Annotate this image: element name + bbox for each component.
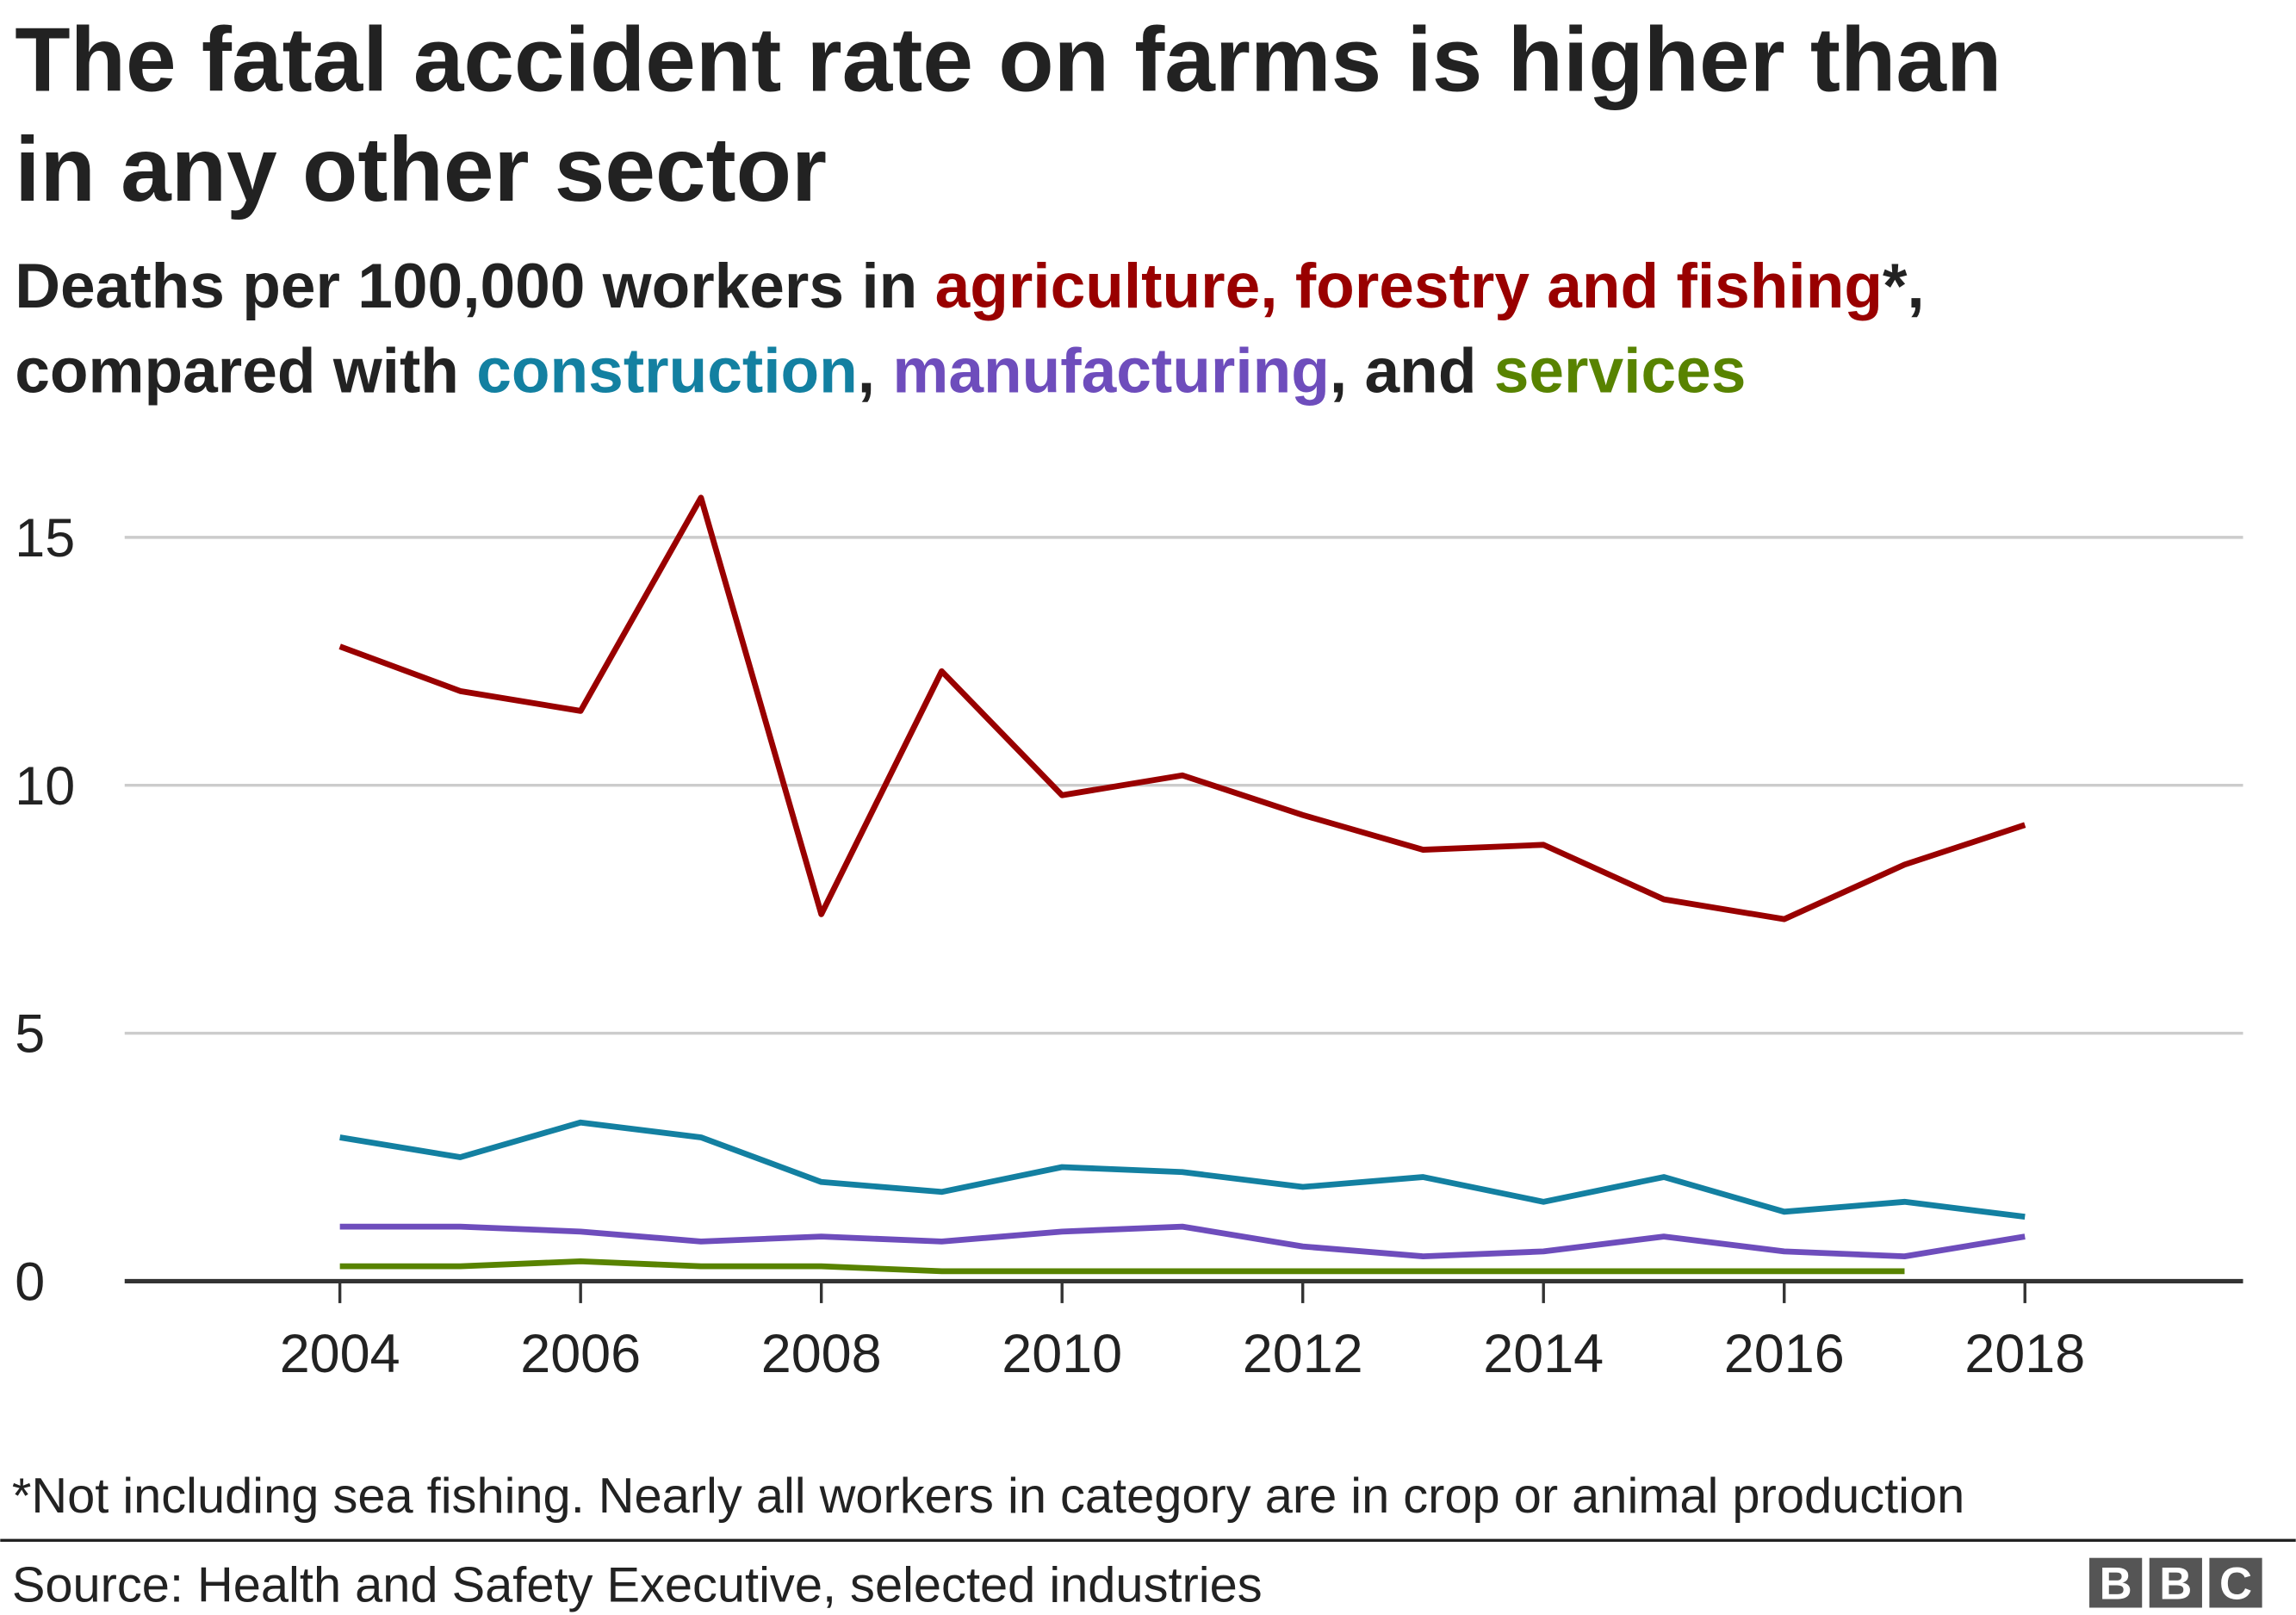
legend-agri: agriculture, forestry and fishing xyxy=(935,252,1883,321)
x-tick-label: 2008 xyxy=(761,1324,882,1384)
y-tick-label: 15 xyxy=(15,508,75,568)
subtitle-comma: , xyxy=(858,337,893,407)
svg-text:B: B xyxy=(2159,1558,2192,1609)
plot-area: 0 5 10 15 2004 2006 2008 2010 2012 2014 2016 2018 xyxy=(15,494,2243,1384)
y-tick-label: 5 xyxy=(15,1004,45,1065)
bbc-logo: B B C xyxy=(2089,1557,2262,1609)
series-line-services xyxy=(339,1258,1905,1275)
subtitle-line1: Deaths per 100,000 workers in agricultur… xyxy=(15,252,1924,321)
svg-text:B: B xyxy=(2100,1558,2132,1609)
legend-construction: construction xyxy=(476,337,858,407)
y-tick-label: 0 xyxy=(15,1252,45,1313)
series-line-agriculture xyxy=(338,494,2026,922)
subtitle-and: , and xyxy=(1330,337,1494,407)
legend-manufacturing: manufacturing xyxy=(892,337,1330,407)
chart-title-line1: The fatal accident rate on farms is high… xyxy=(15,9,2001,110)
subtitle-prefix: Deaths per 100,000 workers in xyxy=(15,252,934,321)
subtitle-compared: compared with xyxy=(15,337,476,407)
x-tick-label: 2014 xyxy=(1483,1324,1604,1384)
y-tick-label: 10 xyxy=(15,756,75,817)
series-line-construction xyxy=(339,1119,2026,1220)
subtitle-star: *, xyxy=(1883,252,1925,321)
svg-text:C: C xyxy=(2219,1558,2252,1609)
subtitle-line2: compared with construction, manufacturin… xyxy=(15,337,1746,407)
x-tick-label: 2006 xyxy=(520,1324,641,1384)
footnote: *Not including sea fishing. Nearly all w… xyxy=(12,1469,1964,1524)
legend-services: services xyxy=(1494,337,1747,407)
x-tick-label: 2004 xyxy=(280,1324,400,1384)
x-tick-label: 2010 xyxy=(1002,1324,1122,1384)
x-tick-label: 2016 xyxy=(1724,1324,1845,1384)
source: Source: Health and Safety Executive, sel… xyxy=(12,1558,1263,1613)
x-tick-label: 2012 xyxy=(1243,1324,1363,1384)
x-tick-label: 2018 xyxy=(1964,1324,2085,1384)
chart-title-line2: in any other sector xyxy=(15,120,827,221)
series-line-manufacturing xyxy=(339,1223,2026,1260)
